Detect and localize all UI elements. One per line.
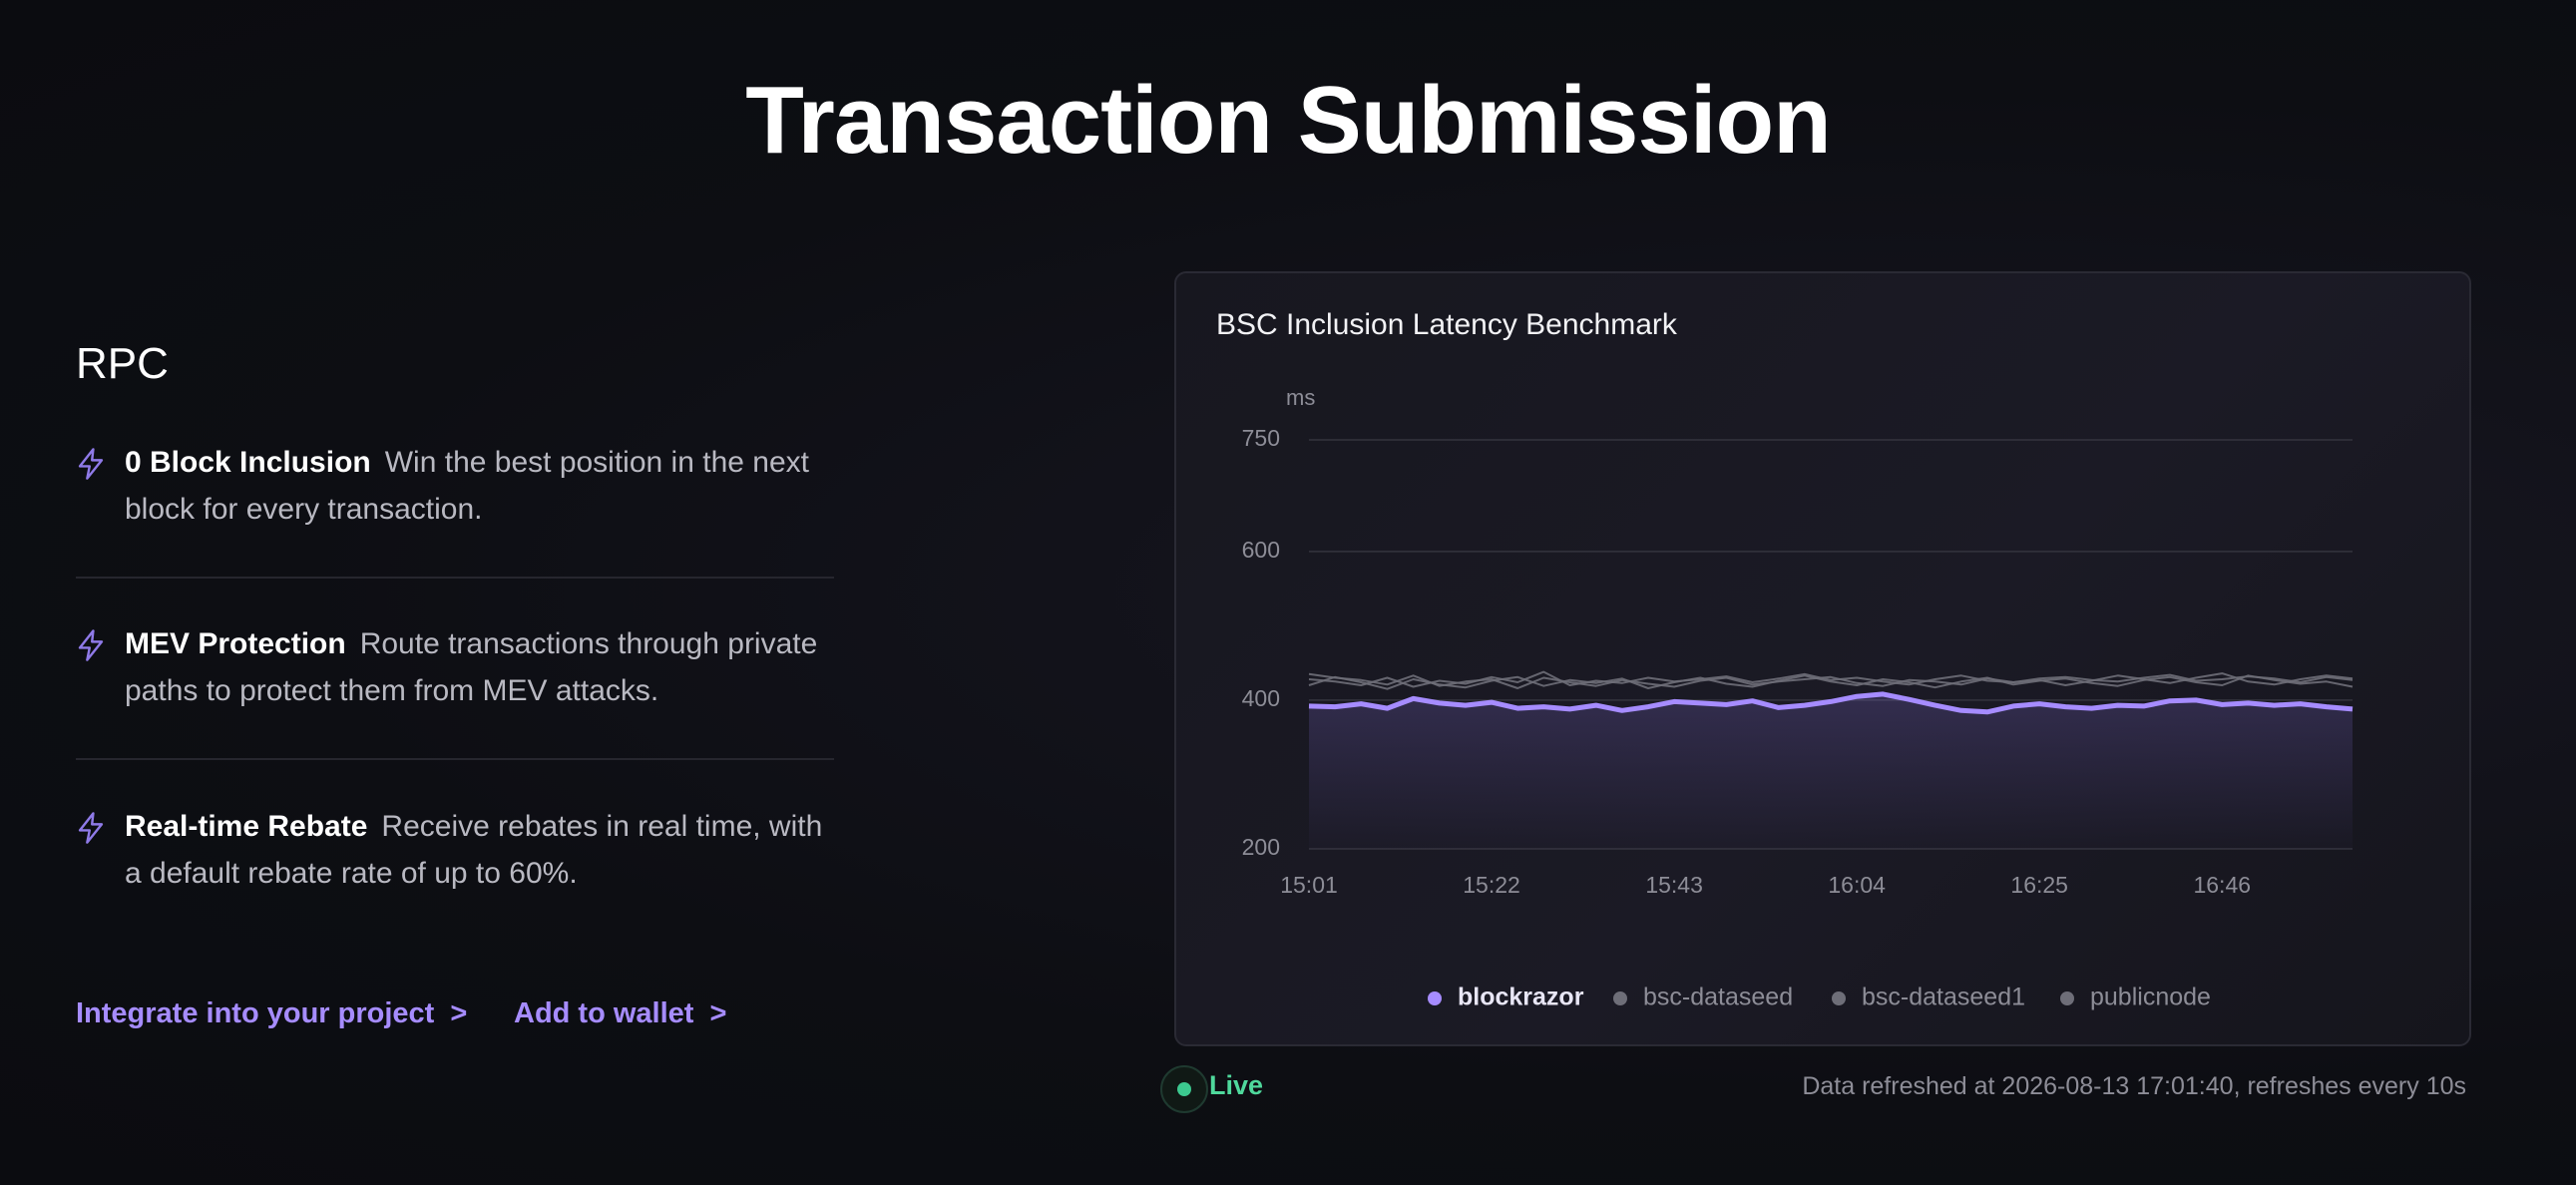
line xyxy=(1308,691,2354,715)
x-tick-label: 16:46 xyxy=(2193,872,2251,898)
feature: MEV Protection Route transactions through… xyxy=(76,620,834,714)
feature: Real-time Rebate Receive rebates in real … xyxy=(76,803,834,897)
y-tick-label: 400 xyxy=(1242,685,1280,711)
x-tick-label: 16:25 xyxy=(2010,872,2068,898)
area xyxy=(1309,693,2353,849)
feature-text: Real-time Rebate Receive rebates in real … xyxy=(125,803,834,897)
feature-title: 0 Block Inclusion xyxy=(125,446,371,479)
feature-title: MEV Protection xyxy=(125,627,346,660)
line xyxy=(1308,670,2354,688)
y-tick-label: 750 xyxy=(1242,425,1280,451)
legend-label: bsc-dataseed1 xyxy=(1862,984,2025,1011)
section-title: RPC xyxy=(76,339,169,388)
x-tick-label: 15:43 xyxy=(1645,872,1703,898)
bolt-icon xyxy=(78,812,104,844)
legend-label: bsc-dataseed xyxy=(1643,984,1793,1011)
legend-swatch xyxy=(1428,991,1442,1005)
chart-title: BSC Inclusion Latency Benchmark xyxy=(1216,308,1678,341)
y-tick-label: 600 xyxy=(1242,537,1280,563)
refresh-info: Data refreshed at 2026-08-13 17:01:40, r… xyxy=(1802,1072,2466,1100)
line xyxy=(1308,674,2354,690)
page-title: Transaction Submission xyxy=(745,67,1832,174)
chart-card xyxy=(1174,271,2471,1046)
legend-label: publicnode xyxy=(2090,984,2211,1011)
divider xyxy=(76,758,834,760)
feature-desc: Route transactions through private paths… xyxy=(125,627,818,707)
legend-swatch xyxy=(2060,991,2074,1005)
link-text[interactable]: Add to wallet xyxy=(514,997,694,1029)
feature-text: MEV Protection Route transactions through… xyxy=(125,620,834,714)
feature: 0 Block Inclusion Win the best position i… xyxy=(76,439,834,533)
live-indicator xyxy=(1160,1065,1208,1113)
feature-title: Real-time Rebate xyxy=(125,810,368,843)
legend-swatch xyxy=(1832,991,1846,1005)
line xyxy=(1308,672,2354,689)
feature-desc: Receive rebates in real time, with a def… xyxy=(125,810,823,890)
link-arrow: > xyxy=(450,997,468,1029)
feature-text: 0 Block Inclusion Win the best position i… xyxy=(125,439,834,533)
x-tick-label: 15:22 xyxy=(1463,872,1520,898)
bolt-icon xyxy=(78,629,104,661)
feature-desc: Win the best position in the next block … xyxy=(125,446,809,526)
integrate-link[interactable]: Integrate into your project > xyxy=(76,997,467,1030)
legend-label: blockrazor xyxy=(1458,984,1584,1011)
y-axis-label: ms xyxy=(1286,385,1315,410)
link-text[interactable]: Integrate into your project xyxy=(76,997,435,1029)
link-arrow: > xyxy=(709,997,727,1029)
bolt-icon xyxy=(78,448,104,480)
x-tick-label: 15:01 xyxy=(1280,872,1338,898)
x-tick-label: 16:04 xyxy=(1828,872,1886,898)
divider xyxy=(76,577,834,579)
legend-swatch xyxy=(1613,991,1627,1005)
live-label: Live xyxy=(1209,1070,1264,1100)
wallet-link[interactable]: Add to wallet > xyxy=(514,997,726,1030)
y-tick-label: 200 xyxy=(1242,834,1280,860)
